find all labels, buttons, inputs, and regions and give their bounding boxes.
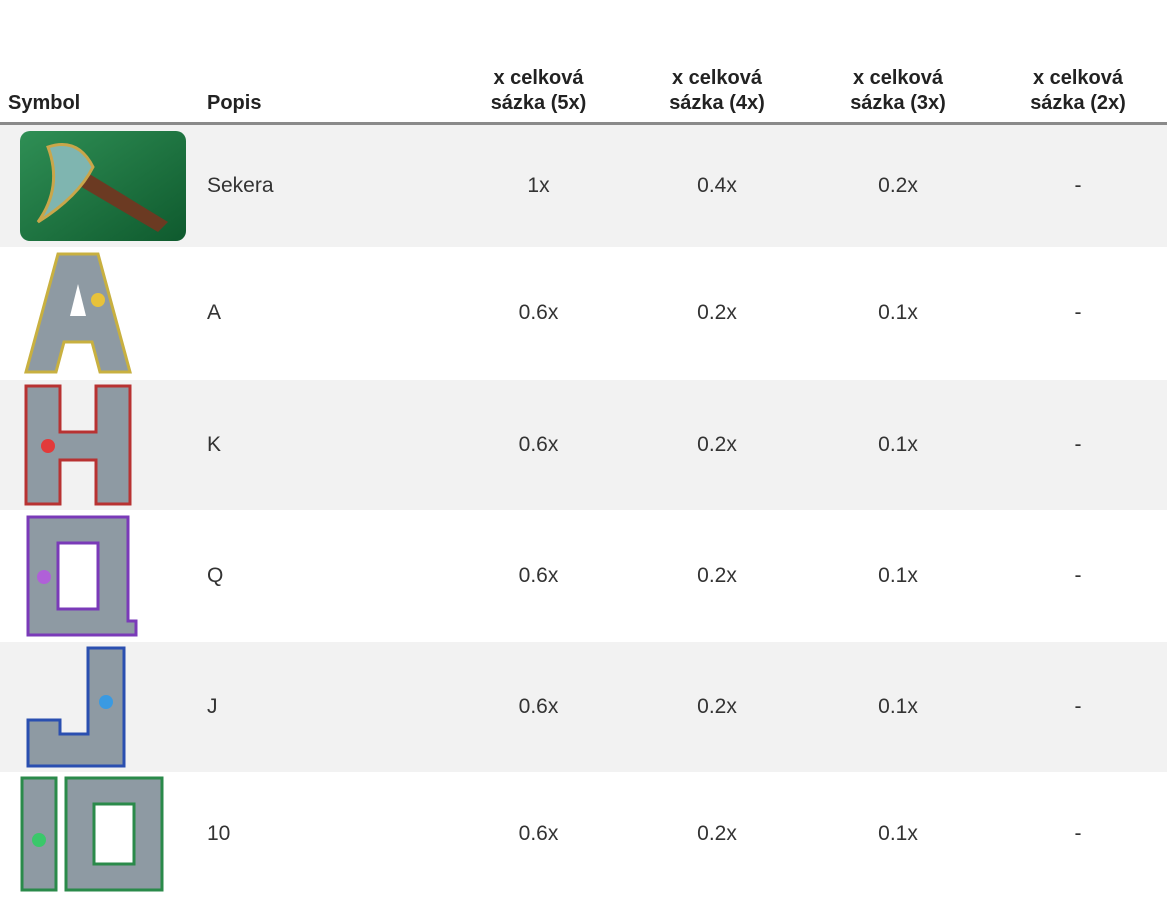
payout-cell: 1x [450,123,627,247]
description-cell: Sekera [197,123,450,247]
header-text: x celková sázka (3x) [850,67,946,114]
letter-icon [20,776,164,892]
payout-cell: 0.6x [518,301,559,324]
table-body: Sekera 1x 0.4x 0.2x - A 0.6x 0.2x 0.1x - K 0.6x 0.… [0,123,1167,897]
table-header: Symbol Popis x celková sázka (5x) x celk… [0,0,1167,125]
header-text: x celková sázka (4x) [669,67,765,114]
description-cell: K [197,379,450,510]
symbol-cell [0,772,197,897]
letter-icon [26,515,138,636]
symbol-cell [0,379,197,510]
payout-cell: 0.1x [807,641,989,772]
header-cell: x celková sázka (4x) [627,0,807,125]
symbol-cell [0,510,197,642]
payout-cell: 0.2x [697,563,737,587]
payout-cell: 0.1x [807,379,989,510]
payout-cell: 0.2x [807,123,989,247]
payout-cell: 0.2x [627,641,807,772]
payout-cell: - [1074,301,1082,324]
header-row: Symbol Popis x celková sázka (5x) x celk… [0,0,1167,125]
letter-icon [26,646,126,767]
payout-cell: - [989,379,1167,510]
description-cell: 10 [207,822,231,845]
payout-cell: - [989,123,1167,247]
payout-cell: 0.2x [627,379,807,510]
payout-cell: 0.6x [518,822,559,845]
symbol-cell [0,123,197,247]
payout-cell: 0.1x [878,822,918,845]
header-cell: x celková sázka (5x) [450,0,627,125]
header-cell: x celková sázka (2x) [989,0,1167,125]
table-row: 10 0.6x 0.2x 0.1x - [0,772,1167,897]
axe-icon [20,130,186,241]
letter-icon [24,384,132,505]
header-text: x celková sázka (5x) [490,67,587,114]
table-row: A 0.6x 0.2x 0.1x - [0,247,1167,380]
description-cell: Q [207,563,224,587]
payout-cell: 0.6x [450,641,627,772]
table-row: Sekera 1x 0.4x 0.2x - [0,123,1167,247]
header-text: x celková sázka (2x) [1030,67,1126,114]
payout-cell: 0.1x [878,301,918,324]
payout-cell: 0.4x [627,123,807,247]
payout-cell: 0.6x [450,379,627,510]
payout-cell: 0.2x [697,301,737,324]
table-row: Q 0.6x 0.2x 0.1x - [0,510,1167,642]
payout-cell: 0.1x [878,563,918,587]
payout-cell: - [1074,822,1082,845]
header-cell: x celková sázka (3x) [807,0,989,125]
payout-cell: 0.6x [518,563,559,587]
payout-cell: - [1074,563,1082,587]
description-cell: A [207,301,222,324]
table-row: K 0.6x 0.2x 0.1x - [0,379,1167,510]
payout-cell: - [989,641,1167,772]
header-cell: Symbol [0,0,197,125]
description-cell: J [197,641,450,772]
letter-icon [24,252,132,374]
payout-cell: 0.2x [697,822,737,845]
symbol-cell [0,247,197,380]
header-cell: Popis [197,0,450,125]
table-row: J 0.6x 0.2x 0.1x - [0,641,1167,772]
symbol-cell [0,641,197,772]
